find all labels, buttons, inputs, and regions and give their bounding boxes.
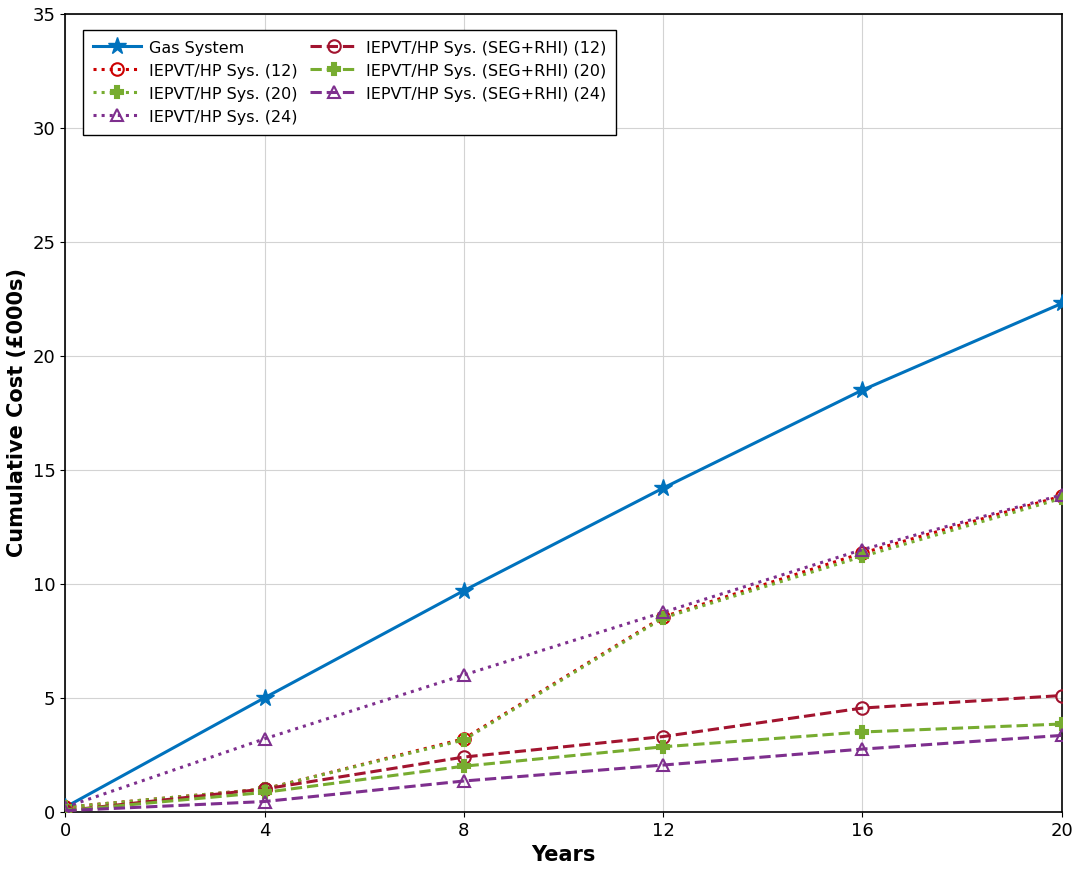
IEPVT/HP Sys. (24)	[1055, 490, 1068, 501]
Gas System	[457, 585, 470, 596]
IEPVT/HP Sys. (20)	[457, 735, 470, 746]
IEPVT/HP Sys. (20)	[856, 551, 869, 562]
Legend: Gas System, IEPVT/HP Sys. (12), IEPVT/HP Sys. (20), IEPVT/HP Sys. (24), IEPVT/HP: Gas System, IEPVT/HP Sys. (12), IEPVT/HP…	[83, 30, 616, 134]
Line: Gas System: Gas System	[56, 295, 1070, 816]
IEPVT/HP Sys. (SEG+RHI) (12)	[258, 784, 271, 794]
IEPVT/HP Sys. (24)	[457, 670, 470, 680]
IEPVT/HP Sys. (20)	[58, 802, 71, 813]
IEPVT/HP Sys. (SEG+RHI) (12)	[58, 806, 71, 816]
Y-axis label: Cumulative Cost (£000s): Cumulative Cost (£000s)	[6, 269, 27, 557]
IEPVT/HP Sys. (SEG+RHI) (24)	[657, 760, 670, 770]
IEPVT/HP Sys. (12)	[1055, 491, 1068, 501]
IEPVT/HP Sys. (SEG+RHI) (12)	[457, 752, 470, 762]
IEPVT/HP Sys. (24)	[657, 607, 670, 617]
Line: IEPVT/HP Sys. (24): IEPVT/HP Sys. (24)	[59, 488, 1068, 814]
Line: IEPVT/HP Sys. (SEG+RHI) (20): IEPVT/HP Sys. (SEG+RHI) (20)	[59, 718, 1068, 817]
IEPVT/HP Sys. (20)	[657, 613, 670, 623]
Gas System	[1055, 298, 1068, 309]
Line: IEPVT/HP Sys. (12): IEPVT/HP Sys. (12)	[59, 490, 1068, 814]
IEPVT/HP Sys. (SEG+RHI) (20)	[1055, 719, 1068, 729]
Line: IEPVT/HP Sys. (20): IEPVT/HP Sys. (20)	[59, 492, 1068, 814]
IEPVT/HP Sys. (SEG+RHI) (20)	[657, 741, 670, 752]
Gas System	[58, 802, 71, 813]
IEPVT/HP Sys. (SEG+RHI) (20)	[58, 806, 71, 816]
IEPVT/HP Sys. (20)	[1055, 493, 1068, 503]
Gas System	[856, 385, 869, 395]
IEPVT/HP Sys. (SEG+RHI) (20)	[457, 761, 470, 772]
IEPVT/HP Sys. (SEG+RHI) (24)	[58, 806, 71, 816]
IEPVT/HP Sys. (12)	[58, 802, 71, 813]
IEPVT/HP Sys. (12)	[856, 548, 869, 558]
IEPVT/HP Sys. (SEG+RHI) (24)	[457, 776, 470, 787]
IEPVT/HP Sys. (12)	[657, 611, 670, 622]
IEPVT/HP Sys. (SEG+RHI) (24)	[1055, 730, 1068, 740]
Gas System	[657, 483, 670, 494]
IEPVT/HP Sys. (12)	[258, 784, 271, 794]
IEPVT/HP Sys. (SEG+RHI) (20)	[856, 726, 869, 737]
IEPVT/HP Sys. (SEG+RHI) (20)	[258, 787, 271, 798]
Line: IEPVT/HP Sys. (SEG+RHI) (12): IEPVT/HP Sys. (SEG+RHI) (12)	[59, 689, 1068, 817]
IEPVT/HP Sys. (24)	[58, 802, 71, 813]
IEPVT/HP Sys. (12)	[457, 733, 470, 744]
Gas System	[258, 692, 271, 703]
IEPVT/HP Sys. (SEG+RHI) (12)	[657, 732, 670, 742]
IEPVT/HP Sys. (24)	[258, 733, 271, 744]
Line: IEPVT/HP Sys. (SEG+RHI) (24): IEPVT/HP Sys. (SEG+RHI) (24)	[59, 729, 1068, 817]
IEPVT/HP Sys. (SEG+RHI) (12)	[1055, 691, 1068, 701]
IEPVT/HP Sys. (20)	[258, 784, 271, 794]
IEPVT/HP Sys. (SEG+RHI) (24)	[258, 796, 271, 807]
IEPVT/HP Sys. (SEG+RHI) (24)	[856, 744, 869, 754]
X-axis label: Years: Years	[531, 845, 596, 865]
IEPVT/HP Sys. (SEG+RHI) (12)	[856, 703, 869, 713]
IEPVT/HP Sys. (24)	[856, 544, 869, 555]
